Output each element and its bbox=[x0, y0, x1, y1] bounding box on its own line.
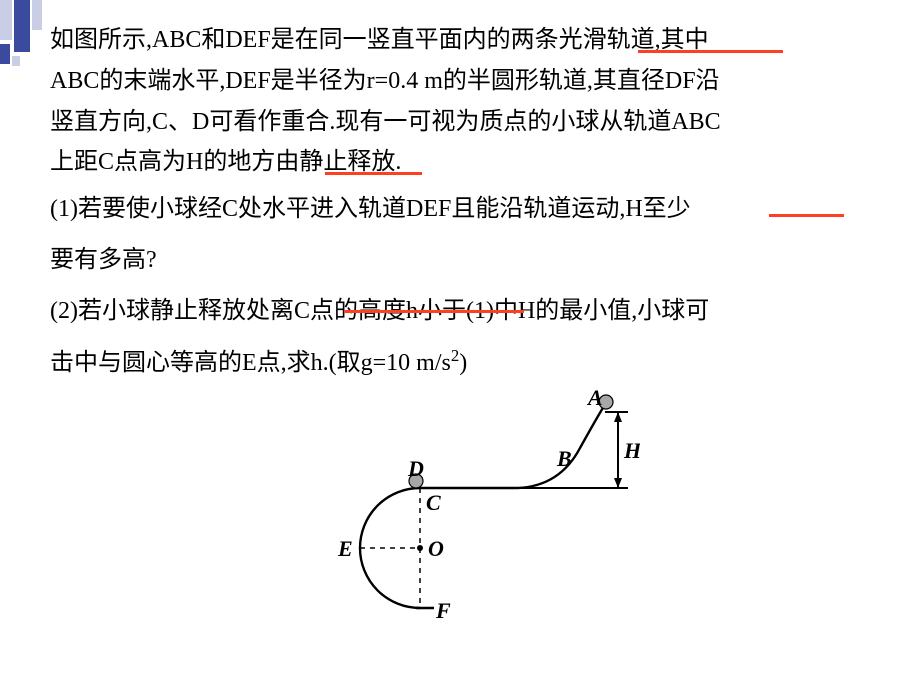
underline-height-h bbox=[344, 310, 524, 313]
label-F: F bbox=[435, 598, 451, 623]
underline-rest-release bbox=[325, 172, 422, 175]
physics-figure: A B C D E F O H bbox=[290, 388, 640, 658]
line-5: (1)若要使小球经C处水平进入轨道DEF且能沿轨道运动,H至少 bbox=[50, 189, 890, 230]
line-1: 如图所示,ABC和DEF是在同一竖直平面内的两条光滑轨道,其中 bbox=[50, 20, 890, 61]
problem-text: 如图所示,ABC和DEF是在同一竖直平面内的两条光滑轨道,其中 ABC的末端水平… bbox=[50, 20, 890, 383]
underline-h-at-least bbox=[769, 214, 844, 217]
label-O: O bbox=[428, 536, 444, 561]
corner-rect-1 bbox=[0, 0, 12, 40]
line-2: ABC的末端水平,DEF是半径为r=0.4 m的半圆形轨道,其直径DF沿 bbox=[50, 61, 890, 102]
figure-svg: A B C D E F O H bbox=[290, 388, 640, 658]
line-3: 竖直方向,C、D可看作重合.现有一可视为质点的小球从轨道ABC bbox=[50, 102, 890, 143]
label-C: C bbox=[426, 490, 441, 515]
label-D: D bbox=[407, 456, 424, 481]
underline-smooth-track bbox=[638, 50, 783, 53]
h-arrow-up bbox=[614, 412, 622, 422]
label-H: H bbox=[623, 438, 640, 463]
corner-rect-2 bbox=[14, 0, 30, 52]
line-4: 上距C点高为H的地方由静止释放. bbox=[50, 142, 890, 183]
corner-rect-5 bbox=[12, 56, 20, 66]
exponent-2: 2 bbox=[451, 346, 459, 365]
corner-rect-3 bbox=[32, 0, 42, 30]
center-O-dot bbox=[417, 545, 423, 551]
line-8b: ) bbox=[459, 350, 467, 376]
track-ABC bbox=[420, 406, 604, 488]
corner-rect-4 bbox=[0, 44, 10, 64]
h-arrow-down bbox=[614, 478, 622, 488]
label-B: B bbox=[556, 446, 572, 471]
label-E: E bbox=[337, 536, 353, 561]
line-8a: 击中与圆心等高的E点,求h.(取g=10 m/s bbox=[50, 350, 451, 376]
line-6: 要有多高? bbox=[50, 240, 890, 281]
line-8: 击中与圆心等高的E点,求h.(取g=10 m/s2) bbox=[50, 342, 890, 384]
label-A: A bbox=[586, 388, 603, 410]
